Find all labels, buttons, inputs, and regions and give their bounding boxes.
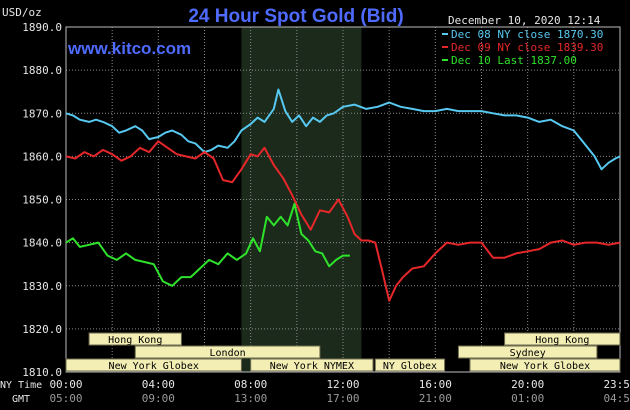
x-tick-label-gmt: 13:00 <box>234 392 267 405</box>
session-bar-fill <box>504 332 621 346</box>
y-tick-label: 1840.0 <box>22 237 62 250</box>
y-tick-label: 1870.0 <box>22 107 62 120</box>
session-label: Sydney <box>510 348 546 359</box>
x-tick-label-ny: 12:00 <box>326 378 359 391</box>
session-bar-fill <box>250 358 374 372</box>
x-tick-label-gmt: 04:59 <box>603 392 630 405</box>
ny-time-axis-label: NY Time <box>0 380 42 391</box>
x-tick-label-gmt: 21:00 <box>419 392 452 405</box>
session-label: New York Globex <box>109 361 199 372</box>
session-label: NY Globex <box>383 361 437 372</box>
session-bar: London <box>134 345 321 359</box>
x-tick-label-ny: 23:59 <box>603 378 630 391</box>
session-bar: Hong Kong <box>88 332 182 346</box>
legend-entry: Dec 10 Last 1837.00 <box>451 54 577 67</box>
x-tick-label-gmt: 17:00 <box>326 392 359 405</box>
chart-title: 24 Hour Spot Gold (Bid) <box>188 6 403 27</box>
session-label: New York NYMEX <box>270 361 354 372</box>
x-tick-label-gmt: 09:00 <box>142 392 175 405</box>
grid-lines <box>65 26 621 373</box>
session-label: Hong Kong <box>108 335 162 346</box>
x-tick-label-ny: 00:00 <box>49 378 82 391</box>
session-label: Hong Kong <box>535 335 589 346</box>
y-tick-label: 1820.0 <box>22 323 62 336</box>
legend-entry: Dec 08 NY close 1870.30 <box>451 28 603 41</box>
session-bar-fill <box>88 332 182 346</box>
session-bar-fill <box>374 358 446 372</box>
y-tick-label: 1880.0 <box>22 64 62 77</box>
session-bar: Sydney <box>457 345 598 359</box>
session-bar-fill <box>457 345 598 359</box>
x-tick-label-gmt: 05:00 <box>49 392 82 405</box>
x-tick-label-ny: 16:00 <box>419 378 452 391</box>
y-tick-label: 1830.0 <box>22 280 62 293</box>
chart-date: December 10, 2020 12:14 <box>448 14 601 27</box>
series-line-1 <box>65 88 621 171</box>
x-tick-label-gmt: 01:00 <box>511 392 544 405</box>
session-label: London <box>210 348 246 359</box>
x-tick-label-ny: 04:00 <box>142 378 175 391</box>
x-tick-label-ny: 08:00 <box>234 378 267 391</box>
site-watermark: www.kitco.com <box>67 39 191 58</box>
session-bar: Hong Kong <box>504 332 621 346</box>
price-series <box>65 88 621 302</box>
session-bar: New York NYMEX <box>250 358 374 372</box>
session-label: New York Globex <box>500 361 590 372</box>
plot-frame <box>65 26 621 373</box>
y-tick-label: 1890.0 <box>22 21 62 34</box>
session-bar-fill <box>65 358 242 372</box>
y-tick-label: 1810.0 <box>22 366 62 379</box>
session-bar-fill <box>134 345 321 359</box>
x-tick-label-ny: 20:00 <box>511 378 544 391</box>
session-bar: New York Globex <box>469 358 621 372</box>
y-axis-tick-labels: 1890.0 1880.0 1870.0 1860.0 1850.0 1840.0 1830… <box>22 21 62 379</box>
session-bar: NY Globex <box>374 358 446 372</box>
session-bar: New York Globex <box>65 358 242 372</box>
session-bar-fill <box>469 358 621 372</box>
series-line-2 <box>65 140 621 302</box>
y-axis-unit-label: USD/oz <box>2 6 42 19</box>
y-tick-label: 1860.0 <box>22 150 62 163</box>
legend-entry: Dec 09 NY close 1839.30 <box>451 41 603 54</box>
market-sessions: Hong Kong London New York Globex New York N… <box>65 332 621 372</box>
y-tick-label: 1850.0 <box>22 194 62 207</box>
series-line-3 <box>65 202 350 287</box>
gmt-axis-label: GMT <box>12 394 30 405</box>
